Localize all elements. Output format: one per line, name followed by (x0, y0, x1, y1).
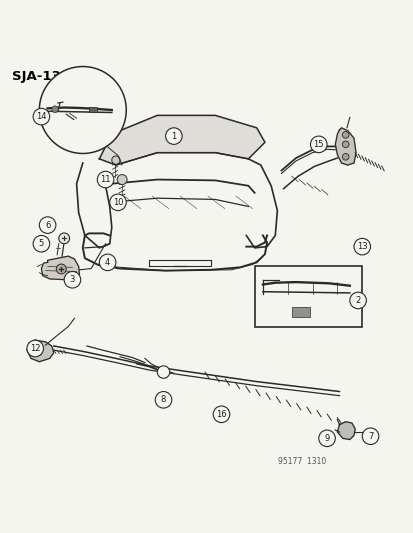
Text: 7: 7 (367, 432, 372, 441)
Polygon shape (27, 340, 54, 362)
Circle shape (33, 236, 50, 252)
Circle shape (39, 217, 56, 233)
Circle shape (342, 141, 348, 148)
Text: 11: 11 (100, 175, 111, 184)
Polygon shape (335, 128, 355, 165)
Text: 16: 16 (216, 410, 226, 419)
Circle shape (165, 128, 182, 144)
Text: 8: 8 (161, 395, 166, 405)
Circle shape (64, 271, 81, 288)
Bar (291, 307, 310, 318)
Text: 12: 12 (30, 344, 40, 353)
Circle shape (56, 264, 66, 274)
Circle shape (318, 430, 335, 447)
Circle shape (99, 254, 116, 271)
Circle shape (117, 175, 127, 184)
Circle shape (349, 292, 366, 309)
Text: 4: 4 (105, 258, 110, 267)
Circle shape (52, 106, 58, 112)
Circle shape (34, 347, 42, 356)
Text: 14: 14 (36, 112, 47, 121)
Circle shape (109, 194, 126, 211)
Text: 15: 15 (313, 140, 323, 149)
Text: 6: 6 (45, 221, 50, 230)
Text: 3: 3 (70, 275, 75, 284)
Circle shape (342, 132, 348, 138)
Text: 13: 13 (356, 242, 367, 251)
Circle shape (112, 156, 120, 164)
Polygon shape (99, 115, 264, 165)
Circle shape (342, 154, 348, 160)
Circle shape (310, 136, 326, 152)
Bar (89, 107, 97, 112)
Circle shape (33, 108, 50, 125)
Text: 1: 1 (171, 132, 176, 141)
Circle shape (157, 366, 169, 378)
Polygon shape (41, 256, 79, 280)
Circle shape (39, 67, 126, 154)
Circle shape (353, 238, 370, 255)
Text: 95177  1310: 95177 1310 (278, 457, 325, 466)
Text: 10: 10 (112, 198, 123, 207)
Circle shape (27, 340, 43, 357)
Text: 9: 9 (324, 434, 329, 443)
Text: SJA-1310: SJA-1310 (12, 70, 79, 83)
Polygon shape (362, 430, 374, 441)
Circle shape (155, 392, 171, 408)
Bar (254, 266, 361, 327)
Circle shape (97, 171, 114, 188)
Polygon shape (337, 422, 354, 440)
Text: 2: 2 (355, 296, 360, 305)
Circle shape (361, 428, 378, 445)
Text: 5: 5 (39, 239, 44, 248)
Circle shape (213, 406, 229, 423)
Circle shape (59, 233, 69, 244)
